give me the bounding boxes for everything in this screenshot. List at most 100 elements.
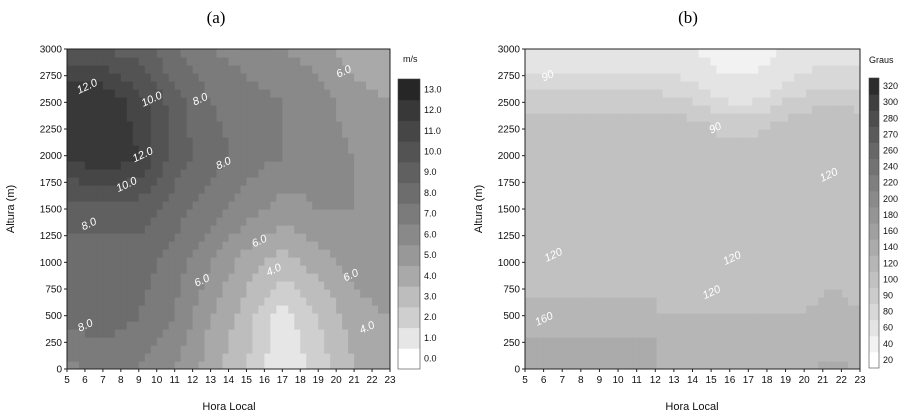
panel-a-cell bbox=[336, 137, 343, 146]
panel-a: (a) 5 6 7 8 9 10 11 12 13 14 15 16 17 18 19 20 21 22 23 02… bbox=[5, 8, 442, 413]
panel-b-cell bbox=[770, 137, 777, 146]
panel-b-cell bbox=[572, 57, 580, 66]
panel-b-cell bbox=[680, 121, 688, 130]
panel-b-cell bbox=[560, 153, 568, 162]
panel-b-colorbar-swatch bbox=[869, 287, 879, 305]
panel-b-cell bbox=[728, 161, 735, 170]
panel-a-cell bbox=[246, 153, 254, 162]
panel-a-cell bbox=[378, 201, 385, 210]
panel-a-cell bbox=[72, 289, 80, 298]
panel-b-cell bbox=[782, 129, 789, 138]
panel-a-cell bbox=[360, 217, 367, 226]
panel-b-cell bbox=[656, 153, 664, 162]
panel-a-cell bbox=[330, 265, 337, 274]
panel-b-cell bbox=[848, 137, 855, 146]
panel-a-cell bbox=[126, 153, 134, 162]
panel-a-cell bbox=[282, 265, 289, 274]
panel-b-cell bbox=[644, 105, 652, 114]
panel-b-cell bbox=[854, 337, 860, 346]
panel-a-cell bbox=[192, 233, 200, 242]
panel-b-cell bbox=[764, 289, 771, 298]
panel-a-cell bbox=[96, 305, 104, 314]
panel-a-cell bbox=[174, 89, 182, 98]
panel-b-cell bbox=[728, 305, 735, 314]
panel-a-cell bbox=[258, 177, 265, 186]
panel-a-cell bbox=[78, 313, 86, 322]
panel-a-cell bbox=[156, 161, 164, 170]
panel-a-cell bbox=[336, 249, 343, 258]
panel-b-cell bbox=[806, 89, 813, 98]
panel-b-cell bbox=[548, 113, 556, 122]
panel-b-cell bbox=[746, 281, 753, 290]
panel-b-cell bbox=[788, 113, 795, 122]
panel-a-cell bbox=[222, 65, 230, 74]
panel-a-cell bbox=[162, 329, 170, 338]
panel-a-cell bbox=[156, 217, 164, 226]
panel-b-cell bbox=[698, 249, 706, 258]
panel-a-cell bbox=[300, 185, 307, 194]
panel-b-cell bbox=[728, 153, 735, 162]
panel-a-cell bbox=[270, 305, 277, 314]
panel-a-cell bbox=[336, 169, 343, 178]
panel-b-cell bbox=[548, 49, 556, 58]
panel-a-cell bbox=[306, 345, 313, 354]
panel-a-cell bbox=[168, 241, 176, 250]
panel-a-cell bbox=[198, 113, 206, 122]
panel-b-cell bbox=[752, 129, 759, 138]
panel-b-cell bbox=[710, 305, 718, 314]
panel-b-cell bbox=[644, 209, 652, 218]
panel-b-cell bbox=[626, 257, 634, 266]
panel-b-cell bbox=[686, 265, 694, 274]
panel-b-cell bbox=[578, 273, 586, 282]
panel-a-cell bbox=[132, 145, 140, 154]
panel-a-cell bbox=[354, 169, 361, 178]
panel-a-cell bbox=[204, 193, 212, 202]
panel-b-cell bbox=[680, 337, 688, 346]
panel-a-cell bbox=[192, 121, 200, 130]
panel-a-cell bbox=[348, 257, 355, 266]
panel-b-cell bbox=[812, 193, 819, 202]
panel-b-cell bbox=[746, 137, 753, 146]
panel-b-cell bbox=[710, 249, 718, 258]
panel-b-cell bbox=[710, 89, 718, 98]
panel-a-cell bbox=[180, 321, 188, 330]
panel-a-cell bbox=[234, 145, 242, 154]
panel-b-cell bbox=[572, 361, 580, 369]
panel-a-cell bbox=[372, 193, 379, 202]
panel-b-cell bbox=[812, 177, 819, 186]
panel-b-cell bbox=[596, 153, 604, 162]
panel-b-cell bbox=[608, 177, 616, 186]
panel-a-cell bbox=[168, 337, 176, 346]
panel-b-cell bbox=[542, 337, 550, 346]
panel-a-cell bbox=[90, 345, 98, 354]
panel-a-cell bbox=[138, 337, 146, 346]
panel-b-cell bbox=[758, 217, 765, 226]
panel-a-cell bbox=[246, 89, 254, 98]
panel-b-cell bbox=[638, 137, 646, 146]
panel-b-cell bbox=[776, 241, 783, 250]
panel-a-cell bbox=[258, 305, 265, 314]
panel-b-cell bbox=[812, 297, 819, 306]
panel-b-cell bbox=[668, 257, 676, 266]
panel-b-colorbar-swatch bbox=[869, 110, 879, 127]
panel-b-cell bbox=[842, 65, 849, 74]
panel-b-cell bbox=[746, 233, 753, 242]
panel-a-cell bbox=[288, 145, 295, 154]
panel-a-cell bbox=[150, 217, 158, 226]
panel-a-cell bbox=[324, 73, 331, 82]
panel-b-cell bbox=[525, 305, 532, 314]
panel-a-cell bbox=[234, 361, 242, 369]
panel-a-cell bbox=[168, 225, 176, 234]
panel-a-cell bbox=[126, 193, 134, 202]
panel-b-cell bbox=[530, 249, 538, 258]
panel-a-cell bbox=[114, 177, 122, 186]
panel-b-cell bbox=[836, 193, 843, 202]
panel-b-cell bbox=[800, 281, 807, 290]
panel-b-cell bbox=[560, 169, 568, 178]
panel-b-cell bbox=[806, 313, 813, 322]
panel-a-cell bbox=[366, 57, 373, 66]
panel-a-cell bbox=[312, 281, 319, 290]
panel-b-cell bbox=[560, 49, 568, 58]
panel-b-cell bbox=[854, 201, 860, 210]
panel-a-cell bbox=[276, 65, 283, 74]
